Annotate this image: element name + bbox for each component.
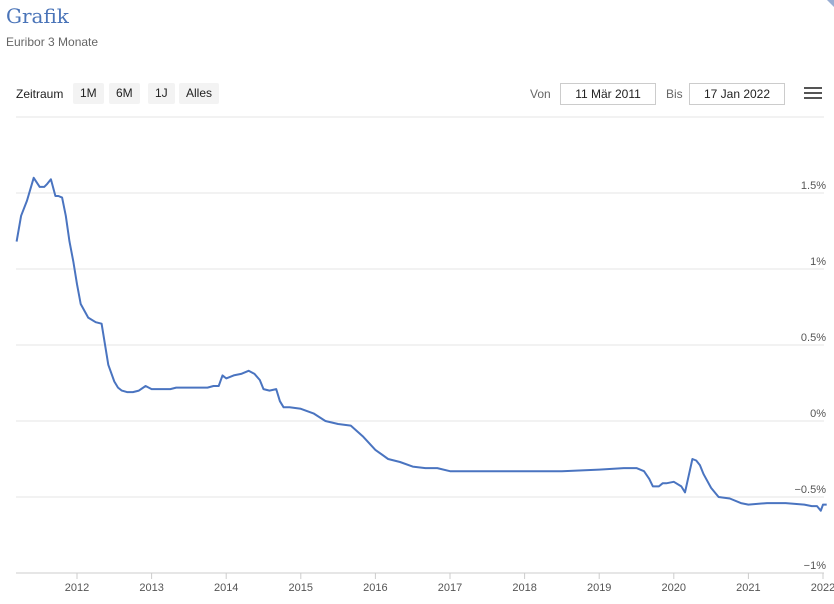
y-axis-labels: 1.5% 1% 0.5% 0% −0.5% −1% — [795, 180, 827, 572]
y-tick-label: 0% — [810, 408, 826, 420]
hamburger-menu-icon[interactable] — [804, 87, 822, 101]
x-tick-label: 2012 — [65, 582, 89, 594]
x-tick-label: 2016 — [363, 582, 387, 594]
x-tick-label: 2013 — [139, 582, 163, 594]
x-tick-label: 2019 — [587, 582, 611, 594]
x-axis: 2012 2013 2014 2015 2016 2017 2018 2019 2020 2021… — [16, 572, 834, 594]
x-tick-label: 2020 — [662, 582, 686, 594]
to-label: Bis — [666, 87, 683, 101]
chart-title: Grafik — [6, 4, 69, 28]
range-button-1j[interactable]: 1J — [148, 83, 175, 104]
x-tick-label: 2022 — [811, 582, 834, 594]
x-tick-label: 2017 — [438, 582, 462, 594]
y-tick-label: −0.5% — [795, 484, 827, 496]
to-date-input[interactable]: 17 Jan 2022 — [689, 83, 785, 105]
series-lines — [15, 176, 827, 512]
x-tick-label: 2018 — [512, 582, 536, 594]
range-toolbar: Zeitraum 1M 6M 1J Alles Von 11 Mär 2011 … — [16, 82, 824, 108]
from-label: Von — [530, 87, 551, 101]
range-button-6m[interactable]: 6M — [109, 83, 140, 104]
series-line — [15, 176, 827, 512]
y-tick-label: 0.5% — [801, 332, 826, 344]
range-button-1m[interactable]: 1M — [73, 83, 104, 104]
chart-subtitle: Euribor 3 Monate — [6, 35, 99, 49]
range-label: Zeitraum — [16, 87, 64, 101]
range-button-alles[interactable]: Alles — [179, 83, 220, 104]
x-tick-label: 2021 — [736, 582, 760, 594]
line-chart: 2012 2013 2014 2015 2016 2017 2018 2019 2020 2021… — [15, 116, 834, 594]
y-tick-label: 1.5% — [801, 180, 826, 192]
x-tick-label: 2014 — [214, 582, 238, 594]
y-tick-label: 1% — [810, 256, 826, 268]
corner-marker — [827, 0, 834, 7]
y-tick-label: −1% — [804, 560, 827, 572]
grid-lines — [16, 116, 824, 574]
x-tick-label: 2015 — [289, 582, 313, 594]
from-date-input[interactable]: 11 Mär 2011 — [560, 83, 656, 105]
